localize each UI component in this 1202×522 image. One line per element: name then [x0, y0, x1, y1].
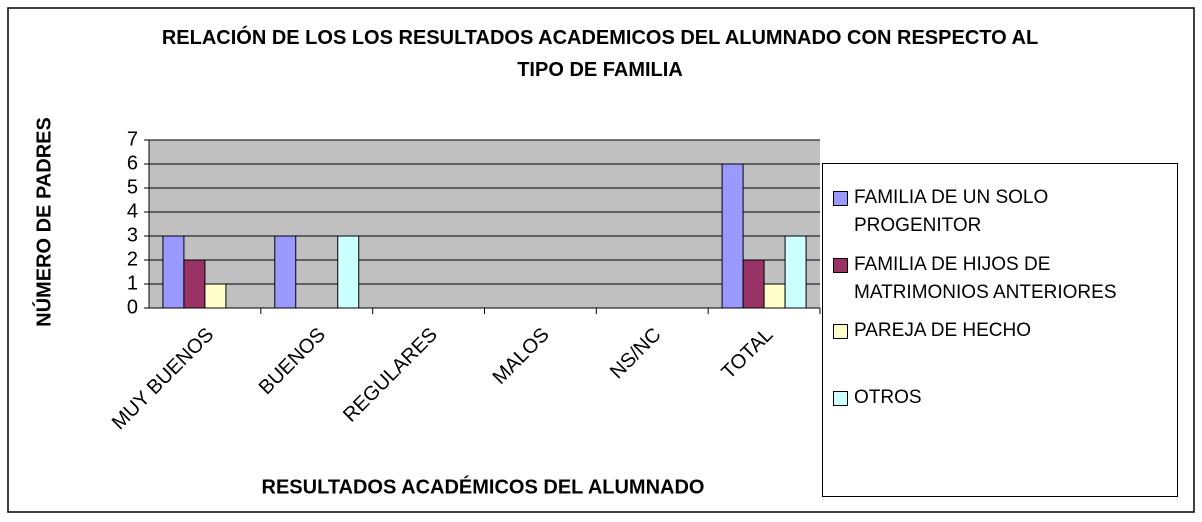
chart-title: RELACIÓN DE LOS LOS RESULTADOS ACADEMICO… [161, 27, 1039, 81]
legend-label: FAMILIA DE HIJOS DE MATRIMONIOS ANTERIOR… [854, 254, 1117, 303]
legend-swatch [833, 191, 848, 206]
bar [763, 283, 786, 309]
legend-label: OTROS [854, 387, 922, 408]
bar [183, 259, 206, 309]
y-tick-label: 3 [127, 224, 138, 246]
legend-label: PAREJA DE HECHO [854, 320, 1032, 341]
legend: FAMILIA DE UN SOLO PROGENITOR FAMILIA DE … [822, 163, 1178, 497]
y-tick-label: 7 [127, 128, 138, 150]
legend-swatch [833, 391, 848, 406]
bar [784, 235, 807, 309]
bar [742, 259, 765, 309]
bar [204, 283, 227, 309]
y-tick-label: 6 [127, 152, 138, 174]
bar [337, 235, 360, 309]
legend-swatch [833, 258, 848, 273]
legend-entry: FAMILIA DE UN SOLO PROGENITOR [833, 184, 1173, 240]
y-axis-label: NÚMERO DE PADRES [31, 117, 55, 327]
legend-entry: OTROS [833, 384, 1173, 412]
bar [721, 163, 744, 309]
legend-swatch [833, 324, 848, 339]
bar [162, 235, 185, 309]
legend-entry: PAREJA DE HECHO [833, 317, 1173, 345]
y-tick-label: 4 [127, 200, 138, 222]
y-tick-label: 2 [127, 248, 138, 270]
y-tick-label: 1 [127, 272, 138, 294]
plot-area [149, 140, 820, 308]
legend-label: FAMILIA DE UN SOLO PROGENITOR [854, 187, 1049, 236]
bar [274, 235, 297, 309]
x-axis-label: RESULTADOS ACADÉMICOS DEL ALUMNADO [262, 475, 705, 498]
y-tick-label: 0 [127, 296, 138, 318]
legend-entry: FAMILIA DE HIJOS DE MATRIMONIOS ANTERIOR… [833, 251, 1173, 307]
y-tick-label: 5 [127, 176, 138, 198]
